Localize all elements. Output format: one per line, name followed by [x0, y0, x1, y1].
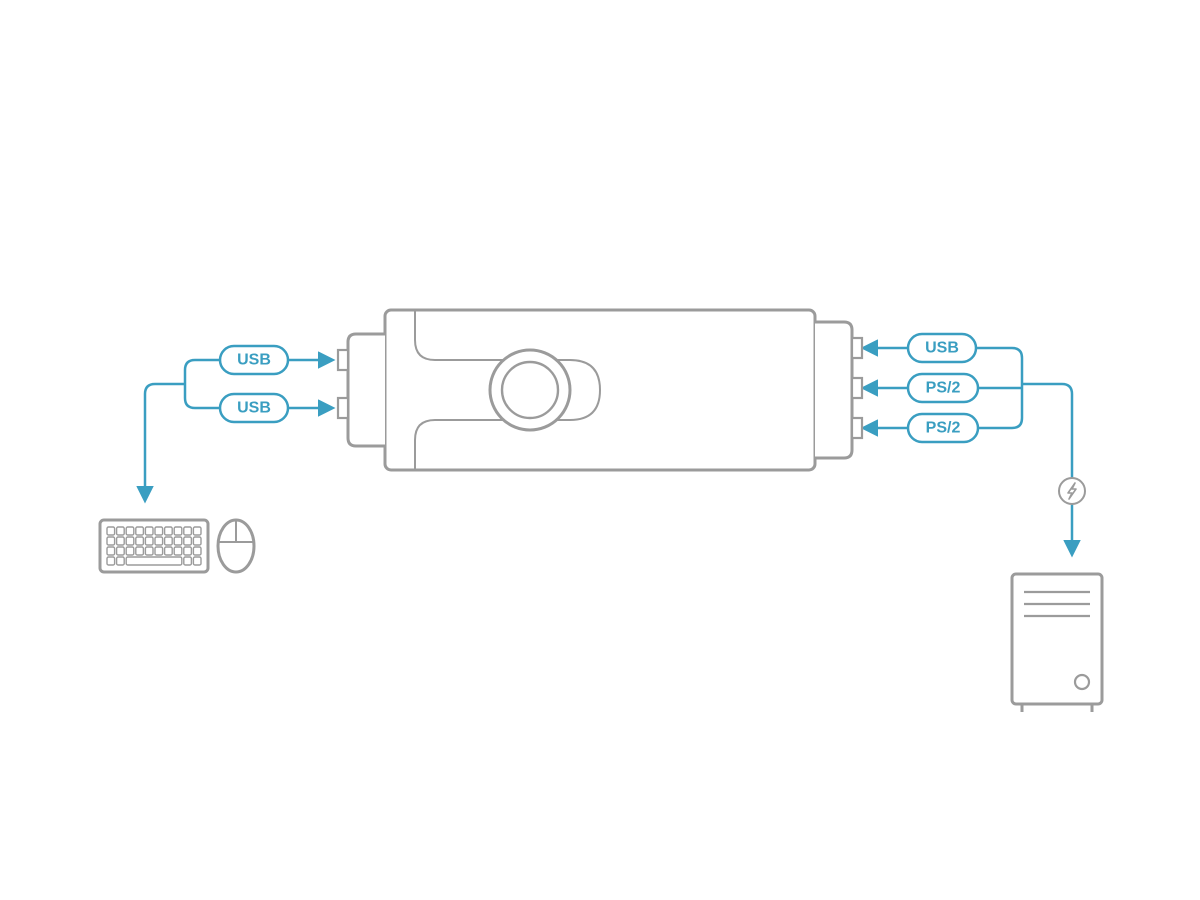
- connection-diagram: USB USB USB PS/2 PS/2: [0, 0, 1200, 900]
- mouse-icon: [218, 520, 254, 572]
- wire-right-drop: [1022, 384, 1072, 478]
- pill-left_usb_bottom: USB: [220, 394, 288, 422]
- pc-tower-icon: [1012, 574, 1102, 712]
- pill-right_ps2_top: PS/2: [908, 374, 978, 402]
- power-icon: [1059, 478, 1085, 504]
- pill-label-right_usb: USB: [925, 340, 959, 357]
- wire-left-trunk: [185, 360, 220, 408]
- pill-label-left_usb_bottom: USB: [237, 400, 271, 417]
- wires-right: [976, 348, 1072, 554]
- pill-label-right_ps2_top: PS/2: [926, 380, 961, 397]
- kvm-device: [338, 310, 862, 470]
- pill-left_usb_top: USB: [220, 346, 288, 374]
- wire-left-drop: [145, 384, 185, 500]
- pill-right_ps2_bottom: PS/2: [908, 414, 978, 442]
- pill-label-left_usb_top: USB: [237, 352, 271, 369]
- wire-right-trunk: [976, 348, 1022, 428]
- pill-right_usb: USB: [908, 334, 976, 362]
- keyboard-icon: [100, 520, 208, 572]
- wires-left: [145, 360, 220, 500]
- pill-label-right_ps2_bottom: PS/2: [926, 420, 961, 437]
